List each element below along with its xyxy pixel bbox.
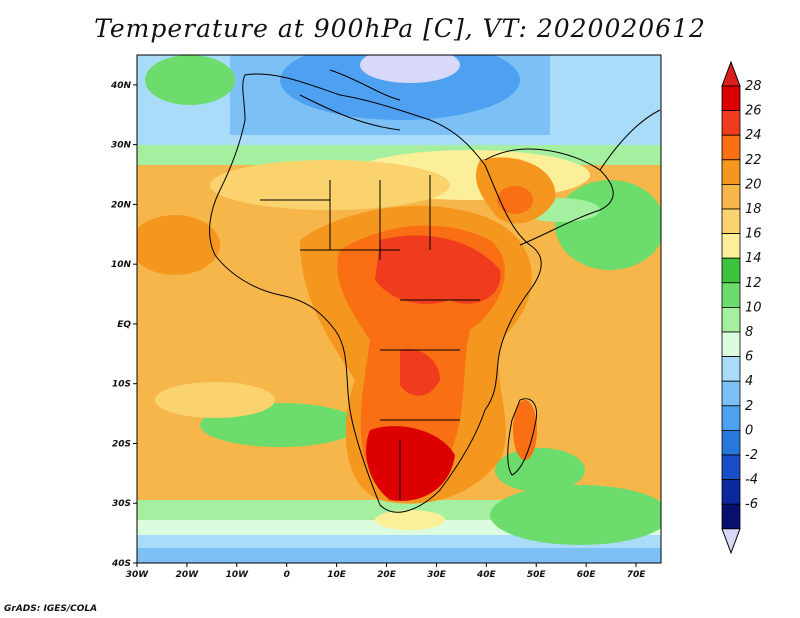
lat-label: 10S	[112, 380, 131, 390]
colorbar-swatch	[721, 85, 741, 112]
colorbar-label: 6	[745, 350, 753, 365]
colorbar-swatch	[721, 233, 741, 259]
colorbar-label: 22	[745, 153, 762, 168]
colorbar-swatch	[721, 479, 741, 505]
lon-label: 10W	[226, 570, 250, 580]
colorbar-label: -2	[745, 448, 758, 463]
colorbar-label: 24	[745, 128, 762, 143]
temperature-field	[137, 55, 661, 563]
lat-label: 20S	[112, 439, 131, 449]
lat-label: 40S	[111, 559, 131, 569]
colorbar-swatch	[721, 110, 741, 136]
colorbar-label: 12	[745, 276, 762, 291]
lon-label: 20E	[377, 570, 397, 580]
map-title: Temperature at 900hPa [C], VT: 202002061…	[94, 14, 706, 43]
colorbar-swatch	[721, 183, 741, 210]
lon-label: 20W	[176, 570, 200, 580]
colorbar-label: 4	[745, 374, 753, 389]
colorbar-label: 10	[745, 300, 762, 315]
plot-frame	[136, 54, 662, 564]
colorbar-label: -4	[745, 473, 758, 488]
lon-label: 30E	[427, 570, 447, 580]
colorbar-label: 8	[745, 325, 753, 340]
colorbar-label: 0	[745, 423, 753, 438]
colorbar-swatch	[721, 208, 741, 235]
lon-label: 10E	[327, 570, 347, 580]
colorbar-label: 18	[745, 202, 762, 217]
colorbar-swatch	[721, 134, 741, 161]
colorbar-label: 26	[745, 104, 762, 119]
lon-label: 30W	[126, 570, 150, 580]
colorbar-swatch	[721, 503, 741, 530]
lat-label: 30N	[111, 141, 132, 151]
colorbar-swatch	[721, 257, 741, 284]
lon-label: 40E	[476, 570, 497, 580]
colorbar-swatch	[721, 331, 741, 358]
colorbar-top-arrow	[721, 60, 741, 87]
colorbar-swatch	[721, 380, 741, 407]
colorbar-swatch	[721, 429, 741, 456]
colorbar-label: 28	[745, 79, 762, 94]
colorbar-swatch	[721, 356, 741, 382]
lat-label: 20N	[111, 200, 132, 210]
lon-label: 70E	[627, 570, 647, 580]
colorbar-swatch	[721, 405, 741, 431]
colorbar-label: 20	[745, 177, 762, 192]
credit-text: GrADS: IGES/COLA	[4, 604, 98, 614]
colorbar-bottom-arrow	[721, 528, 741, 555]
colorbar-swatch	[721, 159, 741, 185]
colorbar-swatch	[721, 454, 741, 481]
colorbar-swatch	[721, 306, 741, 333]
coastlines	[209, 69, 661, 513]
lat-label: 10N	[111, 260, 132, 270]
colorbar-label: 16	[745, 227, 762, 242]
lat-label: EQ	[117, 320, 131, 330]
colorbar-label: 2	[745, 399, 753, 414]
lat-label: 30S	[112, 499, 131, 509]
colorbar-label: 14	[745, 251, 762, 266]
lon-label: 0	[284, 570, 290, 580]
lon-label: 60E	[577, 570, 597, 580]
lon-label: 50E	[527, 570, 547, 580]
colorbar-swatch	[721, 282, 741, 308]
lat-label: 40N	[110, 81, 132, 91]
colorbar-label: -6	[745, 497, 758, 512]
